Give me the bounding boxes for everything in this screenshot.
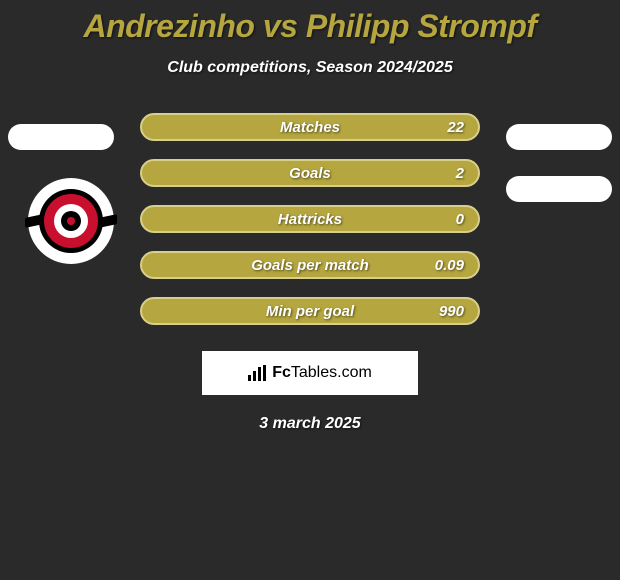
player-right-pill-1 (506, 124, 612, 150)
subtitle: Club competitions, Season 2024/2025 (0, 59, 620, 77)
brand-suffix: Tables.com (291, 364, 372, 381)
player-right-pill-2 (506, 176, 612, 202)
stat-row: Goals per match 0.09 (140, 251, 480, 279)
brand-badge: FcTables.com (202, 351, 418, 395)
team-logo (28, 178, 114, 264)
stat-row: Min per goal 990 (140, 297, 480, 325)
stat-row: Hattricks 0 (140, 205, 480, 233)
brand-text: FcTables.com (272, 364, 372, 382)
stat-label: Matches (280, 119, 340, 136)
bar-chart-icon (248, 365, 266, 381)
player-left-pill (8, 124, 114, 150)
stat-value: 0.09 (435, 257, 464, 274)
stat-value: 990 (439, 303, 464, 320)
stat-value: 22 (447, 119, 464, 136)
stat-label: Min per goal (266, 303, 354, 320)
page-title: Andrezinho vs Philipp Strompf (0, 0, 620, 45)
comparison-card: Andrezinho vs Philipp Strompf Club compe… (0, 0, 620, 580)
stat-label: Hattricks (278, 211, 342, 228)
stat-label: Goals per match (251, 257, 369, 274)
stat-row: Matches 22 (140, 113, 480, 141)
footer-date: 3 march 2025 (0, 415, 620, 433)
stat-value: 0 (456, 211, 464, 228)
stat-value: 2 (456, 165, 464, 182)
stat-row: Goals 2 (140, 159, 480, 187)
hurricane-icon (39, 189, 103, 253)
brand-prefix: Fc (272, 364, 291, 381)
stat-label: Goals (289, 165, 331, 182)
